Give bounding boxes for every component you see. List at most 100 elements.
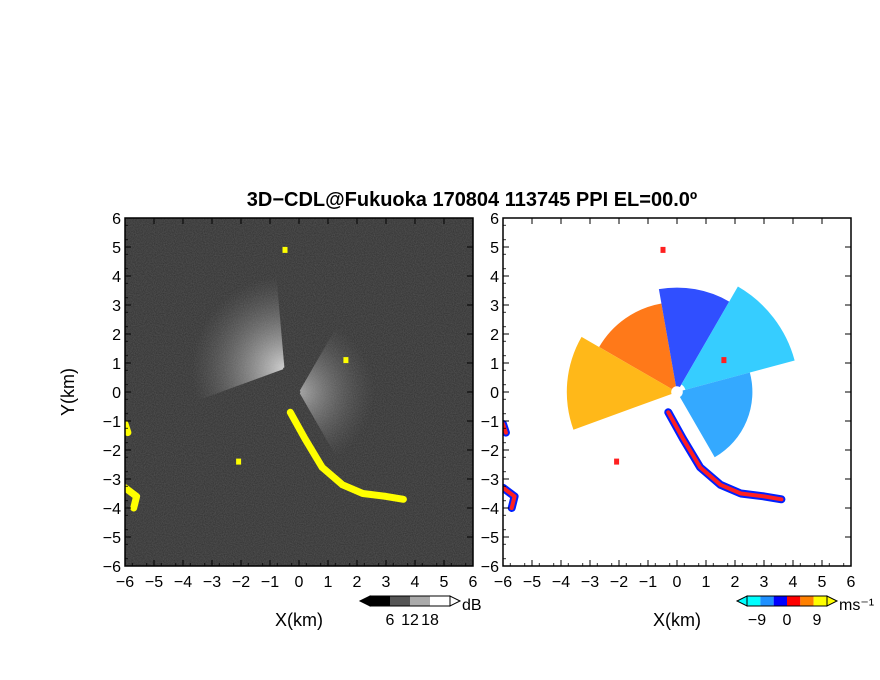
x-tick-label: 1 bbox=[702, 574, 711, 591]
velocity-front-southwest bbox=[503, 485, 517, 510]
y-tick-label: −2 bbox=[103, 443, 121, 460]
x-tick-label: −6 bbox=[494, 574, 512, 591]
velocity-front-front bbox=[666, 410, 784, 502]
x-tick-label: 0 bbox=[295, 574, 304, 591]
colorbar-segment bbox=[773, 596, 787, 606]
intensity-colorbar: 6 12 18 dB bbox=[358, 595, 482, 629]
y-tick-label: 1 bbox=[490, 356, 499, 373]
y-tick-label: 2 bbox=[490, 327, 499, 344]
colorbar-tick-label: 6 bbox=[386, 612, 395, 629]
y-tick-label: 4 bbox=[490, 269, 499, 286]
colorbar-segment bbox=[747, 596, 761, 606]
colorbar-tick-label: 0 bbox=[783, 612, 792, 629]
x-tick-label: −2 bbox=[610, 574, 628, 591]
y-tick-label: 1 bbox=[112, 356, 121, 373]
x-tick-label: 5 bbox=[818, 574, 827, 591]
colorbar-high-arrow bbox=[449, 595, 462, 607]
velocity-sector bbox=[679, 372, 753, 458]
x-tick-label: 6 bbox=[469, 574, 478, 591]
intensity-echo-layer bbox=[191, 276, 375, 458]
x-tick-label: −5 bbox=[145, 574, 163, 591]
y-tick-label: −1 bbox=[481, 414, 499, 431]
x-tick-label: −2 bbox=[232, 574, 250, 591]
x-tick-label: 4 bbox=[789, 574, 798, 591]
intensity-x-axis-label: X(km) bbox=[275, 610, 323, 630]
colorbar-segment bbox=[370, 596, 390, 606]
intensity-noise-texture bbox=[125, 218, 473, 566]
y-tick-label: 6 bbox=[490, 211, 499, 228]
highlight-front bbox=[286, 408, 407, 503]
y-tick-label: −3 bbox=[103, 472, 121, 489]
x-tick-label: −4 bbox=[174, 574, 192, 591]
y-tick-label: 3 bbox=[490, 298, 499, 315]
y-tick-label: −5 bbox=[481, 530, 499, 547]
colorbar-segment bbox=[410, 596, 430, 606]
y-tick-label: 4 bbox=[112, 269, 121, 286]
highlight-small-3 bbox=[343, 357, 349, 364]
velocity-echo-layer bbox=[503, 246, 795, 512]
colorbar-tick-label: 18 bbox=[421, 612, 439, 629]
x-tick-label: 3 bbox=[382, 574, 391, 591]
y-tick-label: 0 bbox=[490, 385, 499, 402]
y-tick-label: 3 bbox=[112, 298, 121, 315]
y-tick-label: 5 bbox=[490, 240, 499, 257]
x-tick-label: −1 bbox=[261, 574, 279, 591]
y-tick-label: 0 bbox=[112, 385, 121, 402]
echo-sector-east bbox=[299, 326, 375, 458]
x-tick-label: 6 bbox=[847, 574, 856, 591]
velocity-sector bbox=[599, 303, 676, 390]
velocity-axis-ticks: −6 −5 −4 −3 −2 −1 0 1 2 3 4 5 6 6 5 4 3 2 1 0 −1 −2 −3 −4 −5 −6 bbox=[481, 211, 856, 591]
y-tick-label: 6 bbox=[112, 211, 121, 228]
echo-sector bbox=[191, 276, 285, 401]
y-tick-label: −6 bbox=[103, 559, 121, 576]
y-tick-label: 2 bbox=[112, 327, 121, 344]
highlight-southwest bbox=[125, 484, 141, 512]
colorbar-segment bbox=[800, 596, 814, 606]
intensity-panel: −6 −5 −4 −3 −2 −1 0 1 2 3 4 5 6 6 5 4 3 2 1 0 −1 −2 −3 −4 −5 −6 X… bbox=[58, 211, 482, 630]
x-tick-label: 2 bbox=[353, 574, 362, 591]
y-tick-label: 5 bbox=[112, 240, 121, 257]
x-tick-label: −6 bbox=[116, 574, 134, 591]
velocity-front-small-1 bbox=[614, 458, 620, 465]
x-tick-label: −5 bbox=[523, 574, 541, 591]
colorbar-segment bbox=[430, 596, 450, 606]
velocity-panel: −6 −5 −4 −3 −2 −1 0 1 2 3 4 5 6 6 5 4 3 2 1 0 −1 −2 −3 −4 −5 −6 X… bbox=[481, 211, 874, 630]
x-tick-label: 4 bbox=[411, 574, 420, 591]
velocity-front-small-2 bbox=[660, 246, 666, 253]
velocity-sector bbox=[658, 287, 730, 387]
velocity-x-axis-label: X(km) bbox=[653, 610, 701, 630]
y-tick-label: −3 bbox=[481, 472, 499, 489]
intensity-y-axis-label: Y(km) bbox=[58, 368, 78, 416]
colorbar-segment bbox=[787, 596, 801, 606]
chart-title: 3D−CDL@Fukuoka 170804 113745 PPI EL=00.0… bbox=[247, 189, 697, 211]
colorbar-segment bbox=[760, 596, 774, 606]
x-tick-label: 1 bbox=[324, 574, 333, 591]
y-tick-label: −1 bbox=[103, 414, 121, 431]
y-tick-label: −4 bbox=[481, 501, 499, 518]
colorbar-tick-label: 9 bbox=[813, 612, 822, 629]
colorbar-low-arrow bbox=[358, 595, 371, 607]
x-tick-label: −3 bbox=[203, 574, 221, 591]
colorbar-low-arrow bbox=[735, 595, 748, 607]
x-tick-label: −1 bbox=[639, 574, 657, 591]
x-tick-label: −3 bbox=[581, 574, 599, 591]
x-tick-label: 2 bbox=[731, 574, 740, 591]
velocity-colorbar: −9 0 9 ms⁻¹ bbox=[735, 595, 874, 629]
colorbar-segment bbox=[813, 596, 827, 606]
intensity-axis-ticks: −6 −5 −4 −3 −2 −1 0 1 2 3 4 5 6 6 5 4 3 2 1 0 −1 −2 −3 −4 −5 −6 bbox=[103, 211, 478, 591]
colorbar-unit-label: ms⁻¹ bbox=[839, 597, 874, 614]
y-tick-label: −5 bbox=[103, 530, 121, 547]
colorbar-tick-label: −9 bbox=[748, 612, 766, 629]
velocity-sector bbox=[566, 336, 672, 430]
x-tick-label: 0 bbox=[673, 574, 682, 591]
colorbar-unit-label: dB bbox=[462, 597, 482, 614]
y-tick-label: −4 bbox=[103, 501, 121, 518]
x-tick-label: 5 bbox=[440, 574, 449, 591]
x-tick-label: −4 bbox=[552, 574, 570, 591]
x-tick-label: 3 bbox=[760, 574, 769, 591]
y-tick-label: −2 bbox=[481, 443, 499, 460]
y-tick-label: −6 bbox=[481, 559, 499, 576]
intensity-highlight-layer bbox=[125, 246, 407, 512]
colorbar-segment bbox=[390, 596, 410, 606]
